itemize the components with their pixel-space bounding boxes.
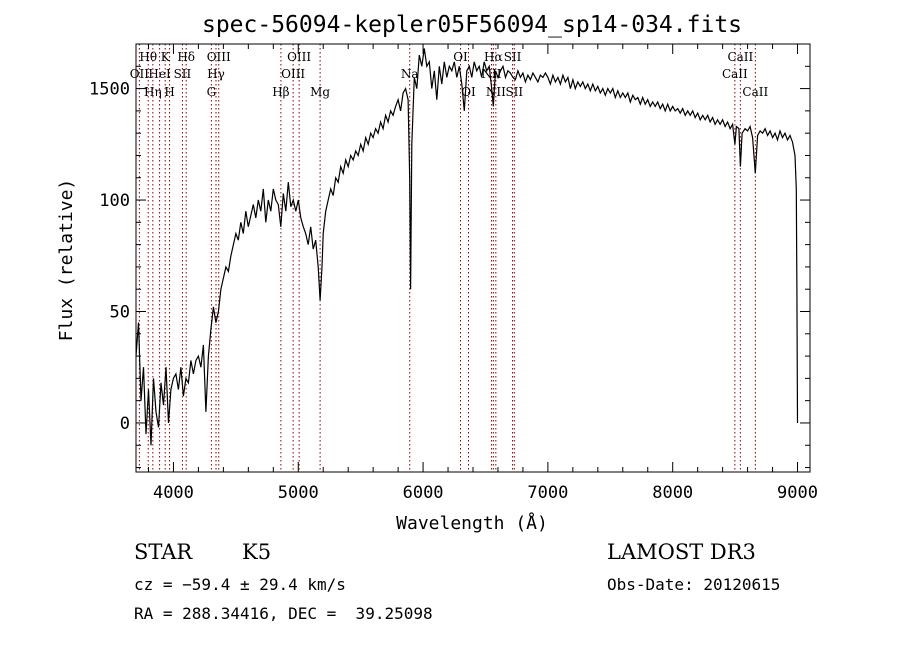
line-marker-label: NII <box>486 85 506 99</box>
y-tick-label: 50 <box>110 303 130 323</box>
line-marker-label: Hβ <box>272 85 289 99</box>
line-marker-label: OIII <box>287 50 311 64</box>
sky-coordinates: RA = 288.34416, DEC = 39.25098 <box>134 604 433 623</box>
observation-date: Obs-Date: 20120615 <box>607 575 781 594</box>
x-tick-label: 8000 <box>652 483 693 503</box>
flux-series-line <box>135 48 799 446</box>
object-subclass: K5 <box>242 540 272 564</box>
line-marker-label: Hθ <box>139 50 157 64</box>
line-marker-label: SII <box>174 67 192 81</box>
line-marker-label: HeI <box>148 67 171 81</box>
plot-frame <box>135 43 811 473</box>
y-tick-label: 100 <box>99 191 130 211</box>
line-marker-label: OI <box>453 50 468 64</box>
redshift-velocity: cz = −59.4 ± 29.4 km/s <box>134 575 346 594</box>
y-axis-label: Flux (relative) <box>56 179 77 342</box>
line-marker-label: OIII <box>281 67 305 81</box>
line-marker-label: Hη <box>144 85 162 99</box>
line-marker-label: CaII <box>727 50 753 64</box>
x-axis-label: Wavelength (Å) <box>396 512 548 534</box>
y-tick-label: 1500 <box>89 80 130 100</box>
x-tick-label: 9000 <box>777 483 818 503</box>
line-marker-label: OII <box>130 67 150 81</box>
y-tick-label: 0 <box>120 414 130 434</box>
x-tick-label: 6000 <box>403 483 444 503</box>
line-marker-label: H <box>164 85 174 99</box>
line-marker-label: Mg <box>310 85 330 99</box>
line-marker-label: Hα <box>484 50 503 64</box>
x-tick-label: 7000 <box>527 483 568 503</box>
line-marker-label: Hγ <box>207 67 225 81</box>
line-marker-label: SII <box>504 50 522 64</box>
line-marker-label: Hδ <box>177 50 195 64</box>
x-axis-ticks: 4000 5000 6000 7000 8000 9000 <box>147 44 818 503</box>
line-marker-label: G <box>207 85 217 99</box>
x-tick-label: 5000 <box>278 483 319 503</box>
line-marker-label: CaII <box>742 85 768 99</box>
survey-name: LAMOST DR3 <box>607 540 756 564</box>
line-marker-lines <box>138 44 756 472</box>
line-marker-label: CaII <box>722 67 748 81</box>
line-marker-labels: Hθ OII Hη K HeI H Hδ SII OIII Hγ G OIII OIII Hβ Mg Na OI… <box>130 50 769 99</box>
y-axis-ticks: 0 50 100 1500 <box>89 43 810 469</box>
line-marker-label: K <box>161 50 171 64</box>
line-marker-label: OIII <box>207 50 231 64</box>
x-tick-label: 4000 <box>153 483 194 503</box>
line-marker-label: Na <box>401 67 419 81</box>
object-class: STAR <box>134 540 193 564</box>
line-marker-label: SII <box>505 85 523 99</box>
chart-title: spec-56094-kepler05F56094_sp14-034.fits <box>202 12 742 38</box>
